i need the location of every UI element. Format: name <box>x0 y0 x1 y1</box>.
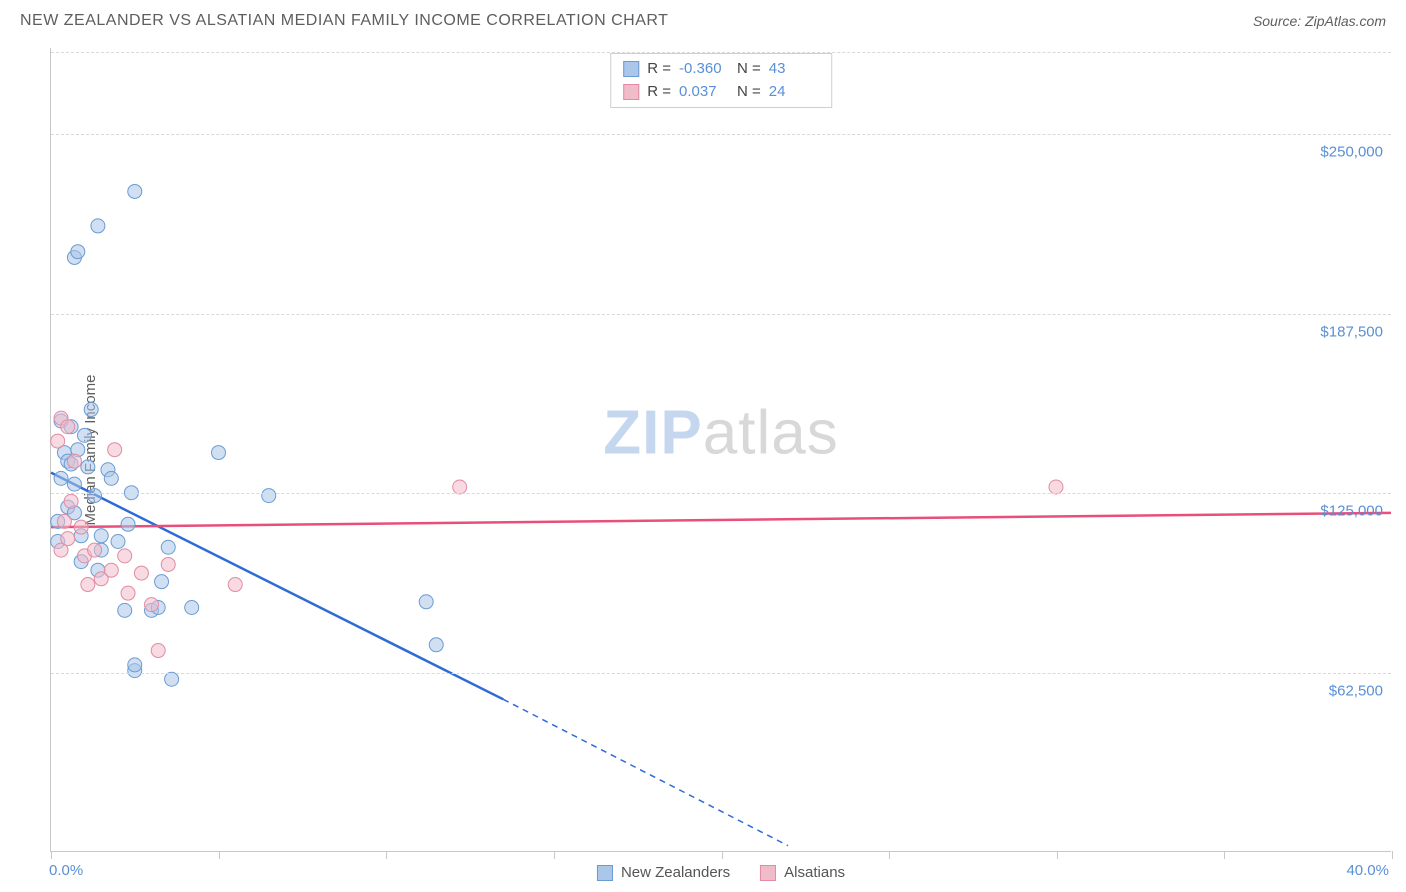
data-point <box>71 245 85 259</box>
data-point <box>54 471 68 485</box>
chart-title: NEW ZEALANDER VS ALSATIAN MEDIAN FAMILY … <box>20 12 668 30</box>
x-tick <box>722 851 723 859</box>
data-point <box>121 517 135 531</box>
stats-row: R = 0.037 N = 24 <box>623 81 819 104</box>
data-point <box>67 454 81 468</box>
data-point <box>151 644 165 658</box>
data-point <box>262 489 276 503</box>
data-point <box>155 575 169 589</box>
gridline <box>51 314 1391 315</box>
data-point <box>108 443 122 457</box>
chart-header: NEW ZEALANDER VS ALSATIAN MEDIAN FAMILY … <box>0 0 1406 38</box>
data-point <box>185 601 199 615</box>
trend-line <box>51 513 1391 527</box>
legend-swatch <box>597 865 613 881</box>
data-point <box>228 578 242 592</box>
data-point <box>128 658 142 672</box>
y-axis-label: $250,000 <box>1320 144 1383 161</box>
stats-row: R = -0.360 N = 43 <box>623 58 819 81</box>
legend-label: Alsatians <box>784 864 845 881</box>
correlation-stats-box: R = -0.360 N = 43 R = 0.037 N = 24 <box>610 53 832 108</box>
data-point <box>134 566 148 580</box>
stat-r-label: R = <box>647 58 671 81</box>
data-point <box>88 543 102 557</box>
data-point <box>74 520 88 534</box>
data-point <box>104 471 118 485</box>
data-point <box>61 532 75 546</box>
trend-line-extrapolated <box>503 699 788 845</box>
data-point <box>1049 480 1063 494</box>
data-point <box>78 428 92 442</box>
data-point <box>104 563 118 577</box>
gridline <box>51 673 1391 674</box>
stat-n-label: N = <box>737 58 761 81</box>
data-point <box>419 595 433 609</box>
x-tick <box>1392 851 1393 859</box>
data-point <box>111 535 125 549</box>
series-swatch <box>623 84 639 100</box>
data-point <box>61 420 75 434</box>
data-point <box>118 603 132 617</box>
stat-n-value: 24 <box>769 81 819 104</box>
data-point <box>453 480 467 494</box>
y-axis-label: $62,500 <box>1329 682 1383 699</box>
x-axis-max-label: 40.0% <box>1346 862 1389 879</box>
chart-area: Median Family Income ZIPatlas $62,500$12… <box>50 48 1391 852</box>
data-point <box>67 477 81 491</box>
stat-r-label: R = <box>647 81 671 104</box>
series-swatch <box>623 61 639 77</box>
y-axis-label: $125,000 <box>1320 503 1383 520</box>
x-tick <box>386 851 387 859</box>
scatter-plot <box>51 48 1391 851</box>
trend-line <box>51 473 503 700</box>
data-point <box>84 403 98 417</box>
data-point <box>145 598 159 612</box>
legend-swatch <box>760 865 776 881</box>
x-tick <box>51 851 52 859</box>
data-point <box>165 672 179 686</box>
stat-r-value: 0.037 <box>679 81 729 104</box>
x-axis-min-label: 0.0% <box>49 862 83 879</box>
data-point <box>51 434 65 448</box>
data-point <box>57 514 71 528</box>
x-tick <box>889 851 890 859</box>
data-point <box>161 540 175 554</box>
legend: New Zealanders Alsatians <box>597 864 845 881</box>
gridline <box>51 134 1391 135</box>
stat-n-value: 43 <box>769 58 819 81</box>
data-point <box>212 446 226 460</box>
data-point <box>81 460 95 474</box>
gridline <box>51 493 1391 494</box>
data-point <box>429 638 443 652</box>
legend-label: New Zealanders <box>621 864 730 881</box>
data-point <box>161 557 175 571</box>
y-axis-label: $187,500 <box>1320 323 1383 340</box>
x-tick <box>219 851 220 859</box>
data-point <box>94 529 108 543</box>
legend-item: Alsatians <box>760 864 845 881</box>
x-tick <box>1057 851 1058 859</box>
data-point <box>88 489 102 503</box>
x-tick <box>1224 851 1225 859</box>
data-point <box>91 219 105 233</box>
stat-n-label: N = <box>737 81 761 104</box>
x-tick <box>554 851 555 859</box>
data-point <box>64 494 78 508</box>
data-point <box>118 549 132 563</box>
stat-r-value: -0.360 <box>679 58 729 81</box>
data-point <box>81 578 95 592</box>
data-point <box>121 586 135 600</box>
legend-item: New Zealanders <box>597 864 730 881</box>
source-attribution: Source: ZipAtlas.com <box>1253 13 1386 29</box>
data-point <box>128 184 142 198</box>
